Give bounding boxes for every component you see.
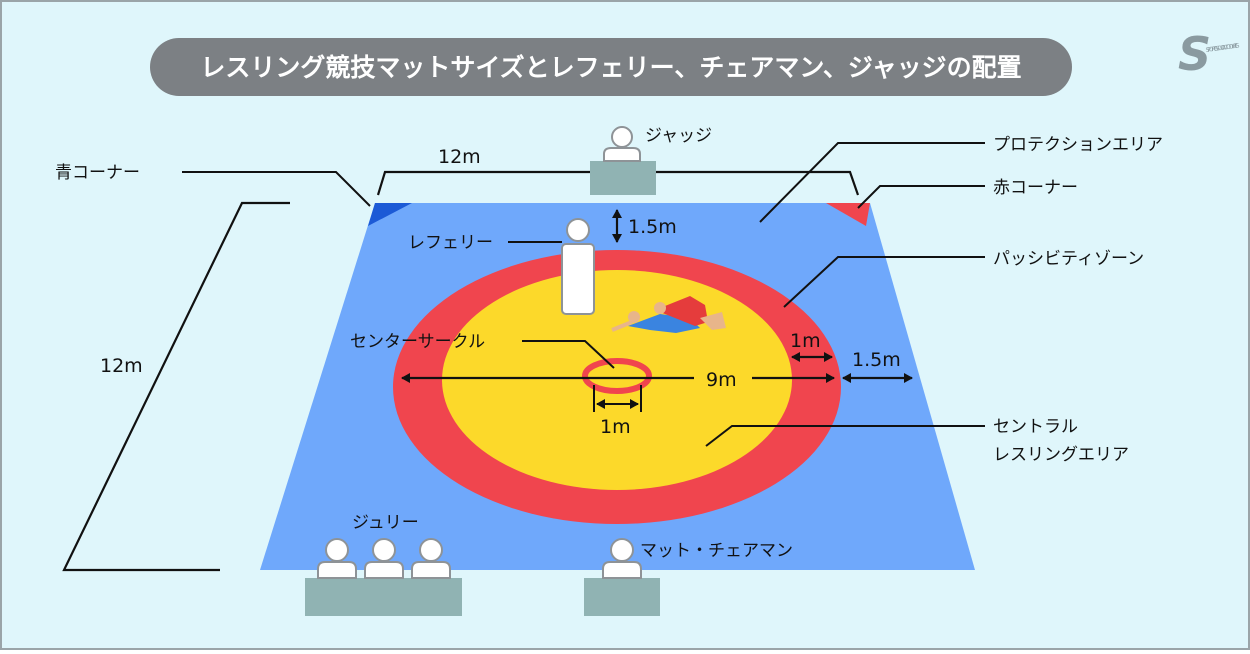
top-width-bracket-right bbox=[655, 170, 860, 196]
center-circle-diameter-label: 1m bbox=[600, 416, 631, 438]
brand-logo: S SPORTS SOCIAL TOOLKITS bbox=[1178, 27, 1240, 81]
jury-label: ジュリー bbox=[352, 513, 419, 533]
mat-chairman-person bbox=[602, 538, 642, 579]
wrestlers-illustration bbox=[611, 296, 726, 333]
blue-corner-leader bbox=[182, 171, 371, 207]
passivity-zone-label: パッシビティゾーン bbox=[993, 249, 1144, 269]
protection-width-label: 1.5m bbox=[852, 349, 901, 371]
jury-person-1 bbox=[317, 538, 357, 579]
top-width-bracket bbox=[376, 170, 592, 196]
red-corner-label: 赤コーナー bbox=[993, 178, 1078, 198]
referee-figure bbox=[561, 218, 595, 315]
circle-diameter-label: 9m bbox=[706, 369, 737, 391]
passivity-zone-leader bbox=[783, 256, 985, 308]
passivity-width-label: 1m bbox=[790, 330, 821, 352]
center-circle bbox=[582, 358, 652, 394]
red-corner-marker bbox=[826, 203, 870, 226]
blue-corner-label: 青コーナー bbox=[55, 163, 140, 183]
judge-person bbox=[603, 126, 641, 162]
center-circle-leader bbox=[522, 340, 615, 369]
mat-chairman-desk bbox=[584, 578, 660, 616]
blue-corner-marker bbox=[368, 203, 412, 226]
central-wrestling-area bbox=[442, 270, 792, 490]
judge-label: ジャッジ bbox=[645, 126, 712, 146]
mat-chairman-label: マット・チェアマン bbox=[640, 541, 793, 561]
referee-label: レフェリー bbox=[408, 233, 493, 253]
central-area-label-line2: レスリングエリア bbox=[993, 445, 1129, 465]
page-title: レスリング競技マットサイズとレフェリー、チェアマン、ジャッジの配置 bbox=[200, 53, 1021, 82]
judge-gap-label: 1.5m bbox=[628, 216, 677, 238]
central-area-leader bbox=[705, 425, 985, 447]
left-depth-bracket bbox=[62, 201, 290, 572]
jury-person-2 bbox=[364, 538, 404, 579]
jury-desk bbox=[305, 578, 462, 616]
svg-text:S: S bbox=[1178, 27, 1211, 81]
logo-text: SPORTS SOCIAL TOOLKITS bbox=[1205, 42, 1240, 54]
judge-desk bbox=[590, 161, 656, 195]
central-area-label-line1: セントラル bbox=[993, 417, 1078, 437]
red-corner-leader bbox=[857, 185, 985, 209]
title-pill bbox=[150, 38, 1072, 96]
mat-width-label: 12m bbox=[438, 146, 481, 168]
protection-area-leader bbox=[759, 142, 985, 223]
mat-depth-label: 12m bbox=[100, 355, 143, 377]
protection-area-label: プロテクションエリア bbox=[993, 135, 1163, 155]
jury-person-3 bbox=[411, 538, 451, 579]
center-circle-label: センターサークル bbox=[350, 332, 485, 352]
